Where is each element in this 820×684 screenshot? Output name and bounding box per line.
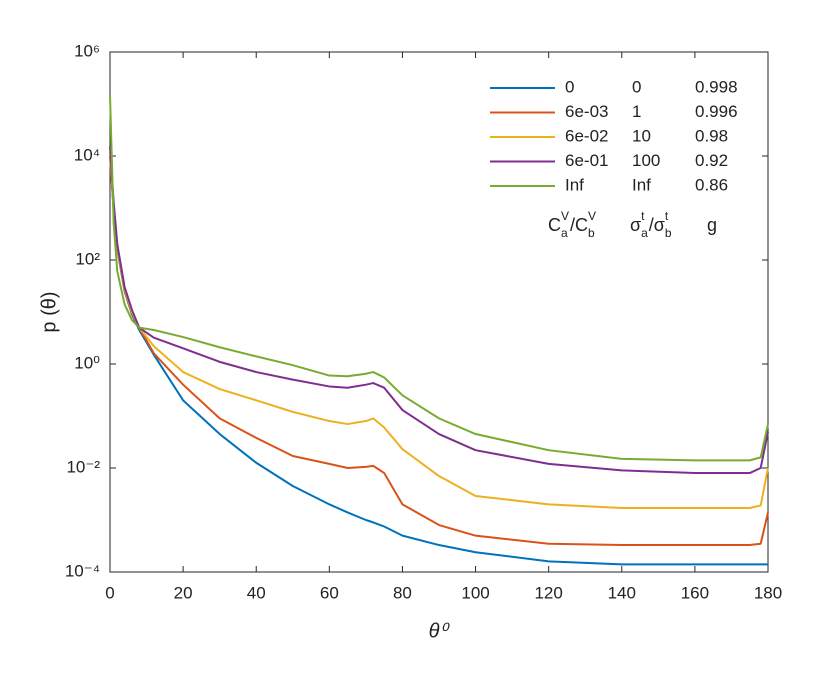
legend-sigma: 100: [632, 151, 660, 170]
legend-label: 6e-01: [565, 151, 608, 170]
legend-header: g: [707, 215, 717, 235]
legend-sigma: Inf: [632, 175, 651, 194]
legend-header-sub: a: [561, 226, 568, 240]
legend-label: Inf: [565, 175, 584, 194]
legend-g: 0.86: [695, 175, 728, 194]
x-tick-label: 120: [534, 583, 562, 602]
x-tick-label: 40: [247, 583, 266, 602]
x-tick-label: 80: [393, 583, 412, 602]
legend-header-sup: V: [561, 209, 569, 223]
y-tick-label: 10²: [75, 249, 100, 268]
x-axis-label: θ⁰: [429, 620, 451, 642]
x-tick-label: 20: [174, 583, 193, 602]
series-line: [109, 151, 769, 510]
legend-g: 0.998: [695, 77, 738, 96]
legend-header-sub: a: [641, 226, 648, 240]
legend-header: /σ: [649, 215, 665, 235]
legend-header-sup: t: [665, 209, 669, 223]
legend-label: 0: [565, 77, 574, 96]
y-tick-label: 10⁻²: [66, 457, 100, 476]
legend-sigma: 1: [632, 102, 641, 121]
legend-header-sub: b: [588, 226, 595, 240]
legend-label: 6e-02: [565, 126, 608, 145]
legend-header: C: [548, 215, 561, 235]
plot-box: [109, 51, 769, 573]
series-line: [109, 94, 769, 462]
x-tick-label: 180: [754, 583, 782, 602]
x-tick-label: 100: [461, 583, 489, 602]
legend-sigma: 0: [632, 77, 641, 96]
legend-sigma: 10: [632, 126, 651, 145]
legend-g: 0.92: [695, 151, 728, 170]
series-line: [109, 146, 769, 475]
x-tick-label: 140: [608, 583, 636, 602]
y-tick-label: 10⁶: [74, 41, 100, 60]
series-line: [109, 155, 769, 547]
x-tick-label: 60: [320, 583, 339, 602]
legend-label: 6e-03: [565, 102, 608, 121]
legend-header-sup: t: [641, 209, 645, 223]
legend-g: 0.996: [695, 102, 738, 121]
series-line: [109, 155, 768, 566]
legend-g: 0.98: [695, 126, 728, 145]
legend-header: σ: [630, 215, 641, 235]
x-tick-label: 160: [681, 583, 709, 602]
y-tick-label: 10⁻⁴: [65, 561, 100, 580]
y-tick-label: 10⁴: [74, 145, 100, 164]
legend-header-sub: b: [665, 226, 672, 240]
y-axis-label: p (θ): [38, 291, 60, 332]
x-tick-label: 0: [105, 583, 114, 602]
y-tick-label: 10⁰: [74, 353, 100, 372]
legend-header: /C: [570, 215, 588, 235]
legend-header-sup: V: [588, 209, 596, 223]
